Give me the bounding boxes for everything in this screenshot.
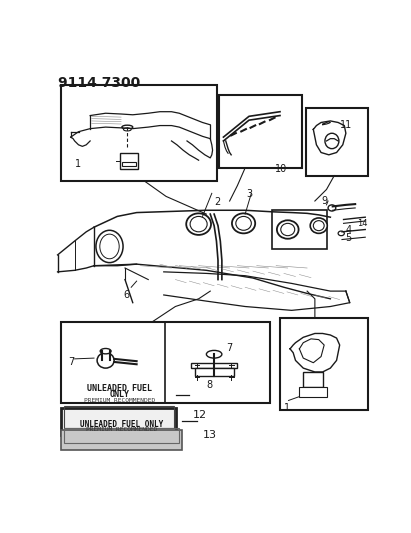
- Text: 8: 8: [206, 379, 212, 390]
- Bar: [61, 85, 217, 181]
- Text: 9114 7300: 9114 7300: [58, 76, 140, 90]
- Text: 11: 11: [339, 120, 352, 130]
- Bar: [272, 210, 326, 249]
- Text: 10: 10: [275, 164, 287, 174]
- Text: 5: 5: [345, 233, 351, 243]
- Text: 4: 4: [345, 224, 351, 235]
- Text: 6: 6: [124, 289, 129, 300]
- FancyBboxPatch shape: [62, 408, 176, 435]
- Text: 3: 3: [246, 189, 252, 199]
- Ellipse shape: [123, 128, 131, 131]
- Ellipse shape: [100, 234, 119, 259]
- Ellipse shape: [232, 213, 255, 233]
- Ellipse shape: [281, 223, 295, 236]
- Text: 14: 14: [358, 219, 368, 228]
- Bar: [195, 368, 233, 376]
- Bar: [191, 364, 238, 368]
- Ellipse shape: [122, 125, 133, 129]
- Text: 9: 9: [321, 196, 327, 206]
- Text: ONLY: ONLY: [110, 391, 129, 399]
- Text: 1: 1: [75, 159, 81, 168]
- Bar: [120, 152, 138, 169]
- Ellipse shape: [328, 205, 336, 211]
- Bar: [299, 387, 326, 397]
- Text: PREMIUM RECOMMENDED: PREMIUM RECOMMENDED: [84, 398, 155, 403]
- Ellipse shape: [313, 221, 324, 231]
- Bar: [280, 318, 367, 410]
- Ellipse shape: [338, 231, 344, 236]
- Bar: [305, 108, 367, 175]
- Ellipse shape: [206, 350, 222, 358]
- Text: UNLEADED FUEL: UNLEADED FUEL: [87, 384, 152, 392]
- Ellipse shape: [236, 216, 251, 230]
- Ellipse shape: [186, 213, 211, 235]
- Ellipse shape: [100, 349, 111, 354]
- Ellipse shape: [325, 133, 339, 149]
- Text: 12: 12: [193, 410, 207, 420]
- Text: 2: 2: [214, 197, 220, 207]
- Text: PREMIUM RECOMMENDED: PREMIUM RECOMMENDED: [85, 426, 157, 432]
- Ellipse shape: [97, 353, 114, 368]
- Ellipse shape: [190, 216, 207, 232]
- Text: 7: 7: [226, 343, 232, 353]
- Bar: [303, 372, 323, 387]
- Ellipse shape: [96, 230, 123, 263]
- Ellipse shape: [277, 220, 299, 239]
- Text: 13: 13: [203, 430, 217, 440]
- Text: 1: 1: [284, 403, 290, 413]
- Bar: [61, 322, 270, 403]
- Text: UNLEADED FUEL ONLY: UNLEADED FUEL ONLY: [79, 419, 163, 429]
- FancyBboxPatch shape: [62, 431, 182, 450]
- Bar: [122, 161, 136, 166]
- Ellipse shape: [310, 218, 327, 233]
- Bar: [219, 95, 302, 168]
- Text: 7: 7: [68, 357, 75, 367]
